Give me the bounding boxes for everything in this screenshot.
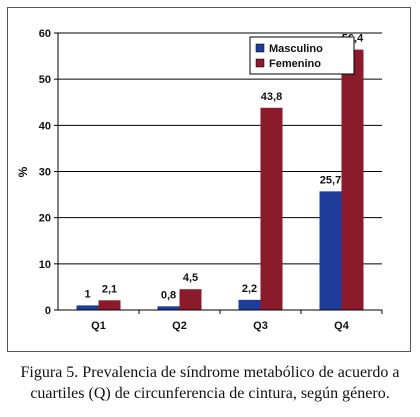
bar-femenino-q3 <box>260 107 283 310</box>
y-tick-label: 60 <box>39 28 51 40</box>
data-label-masculino-q1: 1 <box>84 288 90 300</box>
y-tick-label: 30 <box>39 167 51 179</box>
y-tick-label: 50 <box>39 74 51 86</box>
bar-masculino-q3 <box>238 299 261 310</box>
bar-masculino-q4 <box>319 191 342 310</box>
data-label-femenino-q2: 4,5 <box>183 272 198 284</box>
y-tick-label: 40 <box>39 120 51 132</box>
legend-box <box>249 36 355 75</box>
bar-masculino-q1 <box>76 305 99 310</box>
caption-line-2: cuartiles (Q) de circunferencia de cintu… <box>30 385 390 402</box>
caption-line-1: Figura 5. Prevalencia de síndrome metabó… <box>20 364 400 381</box>
legend-swatch-masculino <box>255 43 265 53</box>
bar-femenino-q1 <box>98 300 121 310</box>
y-tick-label: 20 <box>39 213 51 225</box>
legend-swatch-femenino <box>255 58 265 68</box>
y-tick-label: 10 <box>39 259 51 271</box>
x-tick-label-q4: Q4 <box>334 320 350 332</box>
figure-caption: Figura 5. Prevalencia de síndrome metabó… <box>0 362 420 404</box>
legend: Masculino Femenino <box>249 36 355 75</box>
data-label-femenino-q1: 2,1 <box>102 283 117 295</box>
legend-label-masculino: Masculino <box>269 43 323 55</box>
y-tick-label: 0 <box>45 305 51 317</box>
data-label-masculino-q3: 2,2 <box>242 283 257 295</box>
x-tick-label-q2: Q2 <box>172 320 187 332</box>
bar-femenino-q2 <box>179 289 202 310</box>
bar-femenino-q4 <box>341 49 364 311</box>
x-tick-label-q1: Q1 <box>91 320 106 332</box>
data-label-masculino-q4: 25,7 <box>320 174 341 186</box>
data-label-masculino-q2: 0,8 <box>161 289 176 301</box>
data-label-femenino-q3: 43,8 <box>261 91 282 103</box>
y-axis-label: % <box>16 166 30 177</box>
legend-label-femenino: Femenino <box>269 58 321 70</box>
bar-masculino-q2 <box>157 306 180 310</box>
bar-chart: % 12,10,84,52,243,825,756,4 010203040506… <box>16 28 383 332</box>
x-tick-label-q3: Q3 <box>253 320 268 332</box>
